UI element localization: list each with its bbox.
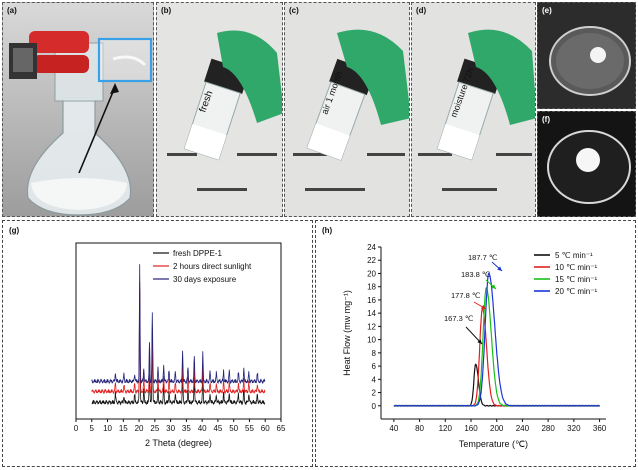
panel-a-label: (a) xyxy=(7,6,17,15)
y-tick-label: 4 xyxy=(372,375,377,384)
x-tick-label: 30 xyxy=(166,424,175,433)
x-tick-label: 10 xyxy=(103,424,112,433)
panel-g-label: (g) xyxy=(9,226,20,235)
panel-e: (e) xyxy=(537,2,636,109)
x-tick-label: 60 xyxy=(261,424,270,433)
x-tick-label: 35 xyxy=(182,424,191,433)
y-tick-label: 16 xyxy=(367,296,376,305)
y-tick-label: 20 xyxy=(367,269,376,278)
annotation-arrowhead xyxy=(497,266,502,271)
x-tick-label: 15 xyxy=(119,424,128,433)
panel-c-label: (c) xyxy=(289,6,299,15)
legend-label: 10 ℃ min⁻¹ xyxy=(555,263,597,272)
legend-label: 20 ℃ min⁻¹ xyxy=(555,287,597,296)
peak-annotation: 167.3 ℃ xyxy=(444,314,474,323)
dsc-series-line xyxy=(393,272,600,407)
y-tick-label: 2 xyxy=(372,389,377,398)
x-tick-label: 80 xyxy=(415,424,424,433)
dish-photo-2 xyxy=(538,112,635,216)
x-tick-label: 0 xyxy=(74,424,79,433)
x-tick-label: 200 xyxy=(490,424,504,433)
x-tick-label: 240 xyxy=(516,424,530,433)
highlight-box xyxy=(97,37,153,83)
panel-d-label: (d) xyxy=(416,6,427,15)
x-axis-label: 2 Theta (degree) xyxy=(145,438,212,448)
panel-f: (f) xyxy=(537,111,636,217)
y-tick-label: 24 xyxy=(367,243,376,252)
flask-photo xyxy=(3,3,153,216)
x-tick-label: 40 xyxy=(198,424,207,433)
vial-photo-moisture: moisture 72h xyxy=(412,3,535,216)
legend-label: fresh DPPE-1 xyxy=(173,249,222,258)
x-tick-label: 120 xyxy=(439,424,453,433)
dish-photo-1 xyxy=(538,3,635,108)
peak-annotation: 187.7 ℃ xyxy=(468,253,498,262)
legend-label: 30 days exposure xyxy=(173,275,237,284)
x-tick-label: 160 xyxy=(464,424,478,433)
x-tick-label: 360 xyxy=(593,424,607,433)
panel-e-label: (e) xyxy=(542,6,552,15)
xrd-chart: 0 5 10 15 20 25 30 35 40 45 50 55 60 65 2 Theta (degre… xyxy=(74,242,286,448)
y-tick-label: 6 xyxy=(372,362,377,371)
x-tick-label: 55 xyxy=(245,424,254,433)
x-tick-label: 45 xyxy=(213,424,222,433)
panel-h-label: (h) xyxy=(322,226,333,235)
y-tick-label: 8 xyxy=(372,349,377,358)
panel-d: moisture 72h (d) xyxy=(411,2,536,217)
y-tick-label: 18 xyxy=(367,283,376,292)
x-tick-label: 50 xyxy=(229,424,238,433)
panel-g: 0 5 10 15 20 25 30 35 40 45 50 55 60 65 2 Theta (degre… xyxy=(2,220,313,467)
panel-c: air 1 month (c) xyxy=(284,2,410,217)
panel-b: fresh (b) xyxy=(156,2,283,217)
x-tick-label: 320 xyxy=(567,424,581,433)
panel-b-label: (b) xyxy=(161,6,172,15)
x-tick-label: 65 xyxy=(277,424,286,433)
panel-f-label: (f) xyxy=(542,115,550,124)
y-tick-label: 12 xyxy=(367,322,376,331)
plot-frame xyxy=(75,242,282,420)
vial-photo-fresh: fresh xyxy=(157,3,282,216)
x-tick-label: 20 xyxy=(135,424,144,433)
pointer-arrow xyxy=(78,86,116,174)
annotation-arrowhead xyxy=(477,339,482,344)
y-tick-label: 10 xyxy=(367,336,376,345)
xrd-series-line xyxy=(91,281,266,395)
panel-h: 0 2 4 6 8 10 12 14 16 18 20 22 24 40 80 120 160 200 240 280… xyxy=(315,220,636,467)
peak-annotation: 177.8 ℃ xyxy=(451,291,481,300)
vial-photo-air: air 1 month xyxy=(285,3,409,216)
peak-annotation: 183.8 ℃ xyxy=(461,270,491,279)
xrd-series-line xyxy=(91,288,266,406)
legend-label: 2 hours direct sunlight xyxy=(173,262,252,271)
x-tick-label: 280 xyxy=(541,424,555,433)
legend-label: 15 ℃ min⁻¹ xyxy=(555,275,597,284)
dsc-series-line xyxy=(393,363,600,407)
x-tick-label: 25 xyxy=(150,424,159,433)
x-tick-label: 5 xyxy=(90,424,95,433)
y-tick-label: 0 xyxy=(372,402,377,411)
panel-a: (a) xyxy=(2,2,154,217)
x-axis-label: Temperature (℃) xyxy=(459,439,528,449)
annotation-arrowhead xyxy=(491,284,496,289)
xrd-series-line xyxy=(91,264,266,385)
y-axis-label: Heat Flow (mw mg⁻¹) xyxy=(342,290,352,376)
x-tick-label: 40 xyxy=(389,424,398,433)
y-tick-label: 22 xyxy=(367,256,376,265)
y-tick-label: 14 xyxy=(367,309,376,318)
annotation-arrowhead xyxy=(481,304,486,309)
legend-label: 5 ℃ min⁻¹ xyxy=(555,251,593,260)
